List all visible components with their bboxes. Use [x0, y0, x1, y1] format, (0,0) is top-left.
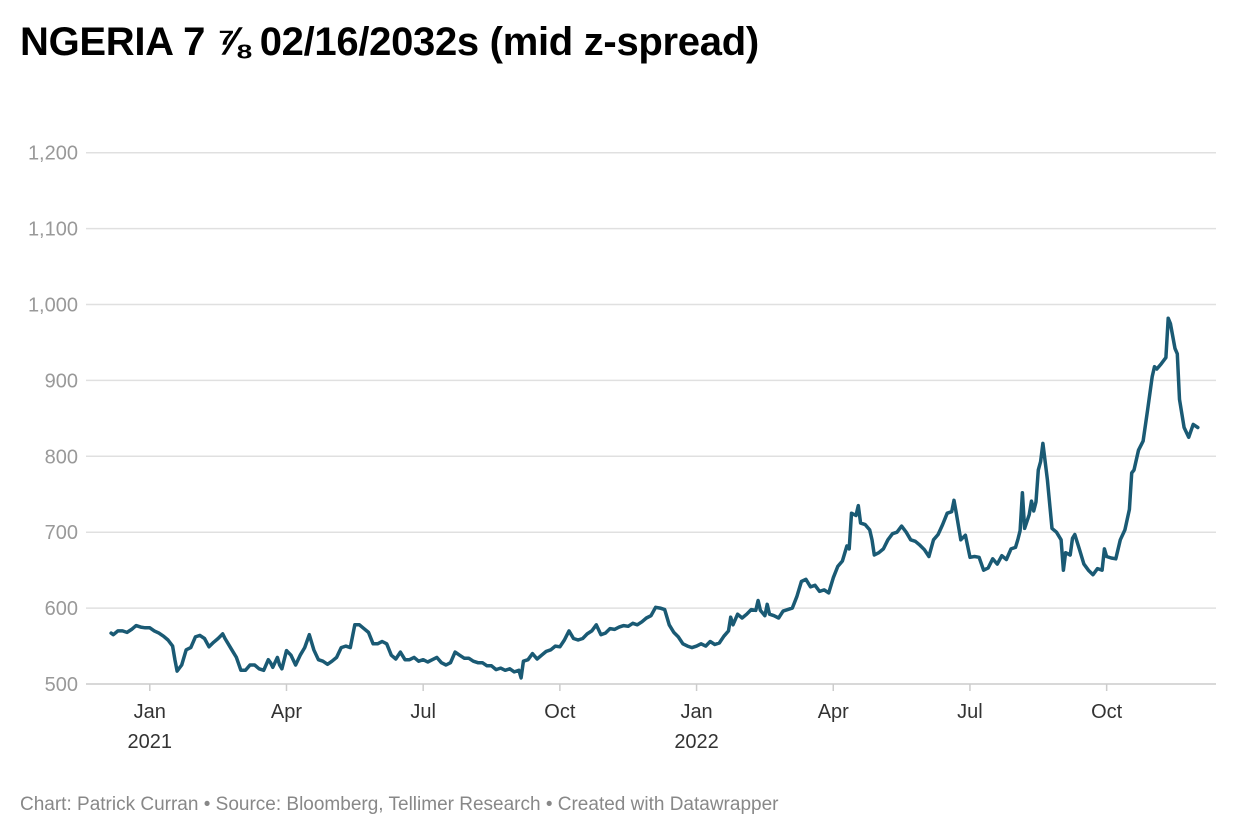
- y-gridlines: [86, 151, 1216, 609]
- x-tick-label-3: Oct: [544, 701, 576, 723]
- x-axis: Jan 2021 Apr Jul Oct Jan 2022 Apr Jul Oct: [86, 683, 1216, 753]
- y-tick-label-500: 500: [45, 674, 78, 696]
- series-group: [109, 316, 1200, 680]
- line-chart: 500 600 700 800 900 1,000 1,100 1,200 Jan 2021 Ap…: [28, 143, 1216, 753]
- x-tick-year-4: 2022: [674, 731, 719, 753]
- x-tick-label-0: Jan: [134, 701, 166, 723]
- chart-title: NGERIA 7 ⅞ 02/16/2032s (mid z-spread): [20, 20, 759, 64]
- x-tick-label-1: Apr: [271, 701, 302, 723]
- y-axis: 500 600 700 800 900 1,000 1,100 1,200: [28, 143, 78, 696]
- y-tick-label-1100: 1,100: [28, 219, 78, 241]
- x-tick-label-6: Jul: [957, 701, 983, 723]
- x-tick-label-4: Jan: [680, 701, 712, 723]
- y-tick-label-1200: 1,200: [28, 143, 78, 165]
- x-tick-year-0: 2021: [128, 731, 173, 753]
- y-tick-label-900: 900: [45, 370, 78, 392]
- series-line-0: [109, 316, 1200, 680]
- x-tick-label-2: Jul: [410, 701, 436, 723]
- y-tick-label-600: 600: [45, 598, 78, 620]
- y-tick-label-700: 700: [45, 522, 78, 544]
- x-tick-label-7: Oct: [1091, 701, 1123, 723]
- chart-footer-credit: Chart: Patrick Curran • Source: Bloomber…: [20, 794, 779, 815]
- y-tick-label-800: 800: [45, 446, 78, 468]
- x-tick-label-5: Apr: [818, 701, 849, 723]
- y-tick-label-1000: 1,000: [28, 295, 78, 317]
